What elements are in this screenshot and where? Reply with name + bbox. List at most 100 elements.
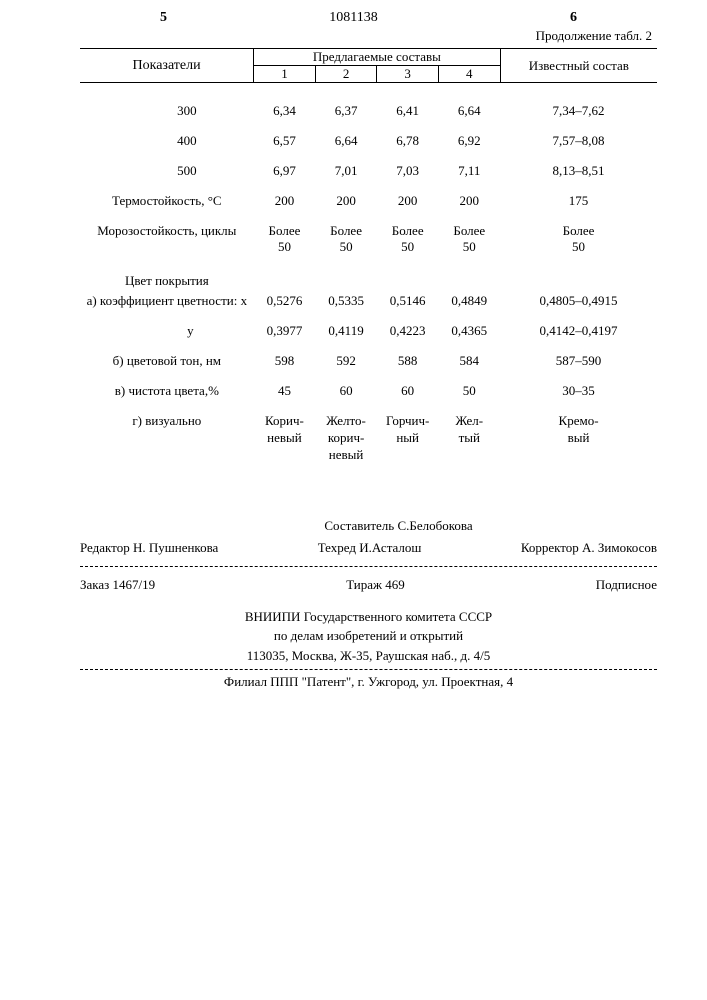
row-value: Более50: [377, 223, 439, 255]
addr: 113035, Москва, Ж-35, Раушская наб., д. …: [80, 646, 657, 666]
continuation-label: Продолжение табл. 2: [80, 28, 652, 44]
document-page: 5 1081138 6 Продолжение табл. 2 Показате…: [0, 0, 707, 1000]
row-value: 6,41: [377, 103, 439, 119]
doc-number: 1081138: [329, 10, 377, 26]
row-label: 400: [80, 133, 254, 149]
table-row: Термостойкость, °С200200200200175: [80, 193, 657, 209]
org1: ВНИИПИ Государственного комитета СССР: [80, 607, 657, 627]
row-label: Цвет покрытия: [80, 269, 254, 293]
filial: Филиал ППП "Патент", г. Ужгород, ул. Про…: [80, 674, 657, 690]
data-table: Показатели Предлагаемые составы Известны…: [80, 48, 657, 478]
table-row: Морозостойкость, циклыБолее50Более50Боле…: [80, 223, 657, 255]
row-empty: [254, 269, 657, 293]
row-value: 7,34–7,62: [500, 103, 657, 119]
row-value: Горчич-ный: [377, 413, 439, 464]
row-value: Более50: [254, 223, 316, 255]
row-label: в) чистота цвета,%: [80, 383, 254, 399]
row-value: 6,57: [254, 133, 316, 149]
hdr-predlagaemye: Предлагаемые составы: [254, 49, 500, 66]
row-value: 588: [377, 353, 439, 369]
table-body: 3006,346,376,416,647,34–7,624006,576,646…: [80, 83, 657, 478]
hdr-pokazateli: Показатели: [80, 49, 254, 83]
footer-block: Составитель С.Белобокова Редактор Н. Пуш…: [80, 518, 657, 691]
row-value: Корич-невый: [254, 413, 316, 464]
table-row: 3006,346,376,416,647,34–7,62: [80, 103, 657, 119]
table-row: Цвет покрытия: [80, 269, 657, 293]
row-value: 6,78: [377, 133, 439, 149]
row-value: 6,34: [254, 103, 316, 119]
row-label: у: [80, 323, 254, 339]
row-value: 175: [500, 193, 657, 209]
row-value: 587–590: [500, 353, 657, 369]
row-value: Желто-корич-невый: [315, 413, 377, 464]
row-label: а) коэффициент цветности: х: [80, 293, 254, 309]
row-value: 60: [315, 383, 377, 399]
row-value: Жел-тый: [438, 413, 500, 464]
row-value: 0,4223: [377, 323, 439, 339]
row-value: 7,01: [315, 163, 377, 179]
row-value: 6,64: [438, 103, 500, 119]
hdr-col-4: 4: [438, 66, 500, 83]
page-num-left: 5: [160, 10, 167, 26]
row-value: 0,4142–0,4197: [500, 323, 657, 339]
row-value: 584: [438, 353, 500, 369]
zakaz: Заказ 1467/19: [80, 577, 155, 593]
dashed-sep-2: [80, 669, 657, 670]
row-value: 7,03: [377, 163, 439, 179]
row-value: 200: [254, 193, 316, 209]
row-value: 0,4119: [315, 323, 377, 339]
row-value: 200: [438, 193, 500, 209]
row-value: 0,5146: [377, 293, 439, 309]
row-value: 8,13–8,51: [500, 163, 657, 179]
row-value: 60: [377, 383, 439, 399]
row-value: 0,5276: [254, 293, 316, 309]
page-num-right: 6: [570, 10, 577, 26]
tirazh: Тираж 469: [346, 577, 405, 593]
table-row: у0,39770,41190,42230,43650,4142–0,4197: [80, 323, 657, 339]
hdr-izvestnyi: Известный состав: [500, 49, 657, 83]
table-row: а) коэффициент цветности: х0,52760,53350…: [80, 293, 657, 309]
row-value: 0,5335: [315, 293, 377, 309]
hdr-col-3: 3: [377, 66, 439, 83]
row-label: б) цветовой тон, нм: [80, 353, 254, 369]
podpisnoe: Подписное: [596, 577, 657, 593]
row-label: 300: [80, 103, 254, 119]
row-value: 50: [438, 383, 500, 399]
page-header-numbers: 5 1081138 6: [80, 10, 657, 26]
table-row: в) чистота цвета,%4560605030–35: [80, 383, 657, 399]
row-value: 6,92: [438, 133, 500, 149]
row-value: 6,37: [315, 103, 377, 119]
row-label: г) визуально: [80, 413, 254, 464]
techred: Техред И.Асталош: [318, 540, 422, 556]
hdr-col-2: 2: [315, 66, 377, 83]
footer-credits: Редактор Н. Пушненкова Техред И.Асталош …: [80, 534, 657, 562]
row-value: 200: [315, 193, 377, 209]
footer-org: ВНИИПИ Государственного комитета СССР по…: [80, 607, 657, 666]
table-row: 4006,576,646,786,927,57–8,08: [80, 133, 657, 149]
row-value: 6,97: [254, 163, 316, 179]
row-label: Морозостойкость, циклы: [80, 223, 254, 255]
korrektor: Корректор А. Зимокосов: [521, 540, 657, 556]
row-label: Термостойкость, °С: [80, 193, 254, 209]
row-value: 6,64: [315, 133, 377, 149]
row-value: Более50: [500, 223, 657, 255]
row-value: 7,57–8,08: [500, 133, 657, 149]
row-value: Кремо-вый: [500, 413, 657, 464]
hdr-col-1: 1: [254, 66, 316, 83]
row-value: 592: [315, 353, 377, 369]
redaktor: Редактор Н. Пушненкова: [80, 540, 218, 556]
table-row: 5006,977,017,037,118,13–8,51: [80, 163, 657, 179]
row-value: 45: [254, 383, 316, 399]
row-value: 0,3977: [254, 323, 316, 339]
row-value: 30–35: [500, 383, 657, 399]
row-value: 200: [377, 193, 439, 209]
row-value: 0,4849: [438, 293, 500, 309]
table-row: г) визуальноКорич-невыйЖелто-корич-невый…: [80, 413, 657, 464]
row-value: 7,11: [438, 163, 500, 179]
row-value: 598: [254, 353, 316, 369]
org2: по делам изобретений и открытий: [80, 626, 657, 646]
row-value: Более50: [315, 223, 377, 255]
table-row: б) цветовой тон, нм598592588584587–590: [80, 353, 657, 369]
footer-print-info: Заказ 1467/19 Тираж 469 Подписное: [80, 571, 657, 599]
dashed-sep-1: [80, 566, 657, 567]
